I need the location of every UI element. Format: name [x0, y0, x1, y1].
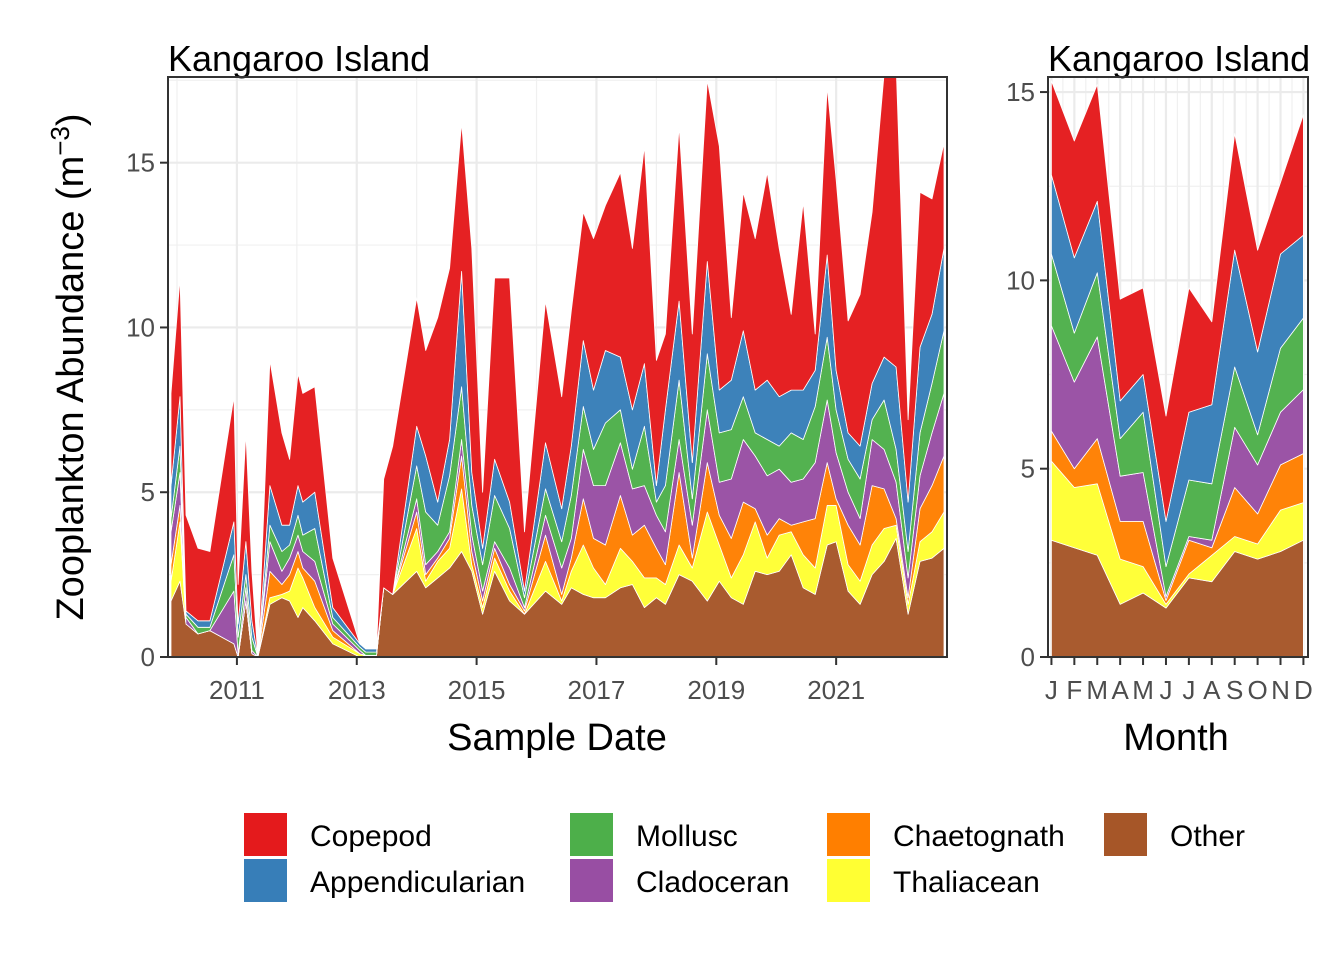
x-tick-label: J	[1045, 675, 1058, 705]
legend-label-thaliacean: Thaliacean	[893, 866, 1040, 899]
legend-swatch-other	[1104, 813, 1147, 856]
legend-swatch-appendicularian	[244, 859, 287, 902]
y-axis-title: Zooplankton Abundance (m−3)	[45, 113, 92, 620]
legend-swatch-mollusc	[570, 813, 613, 856]
legend-label-copepod: Copepod	[310, 820, 432, 853]
x-tick-label: O	[1247, 675, 1267, 705]
month-panel-areas	[1051, 80, 1304, 657]
x-tick-label: 2013	[328, 675, 386, 705]
x-tick-label: 2019	[687, 675, 745, 705]
area-copepod	[1051, 80, 1304, 522]
y-tick-label: 15	[126, 148, 155, 178]
legend-swatch-chaetognath	[827, 813, 870, 856]
x-tick-label: 2017	[568, 675, 626, 705]
main-panel-title: Kangaroo Island	[168, 38, 430, 79]
y-tick-label: 10	[126, 312, 155, 342]
x-tick-label: D	[1294, 675, 1313, 705]
y-axis-title-main: Zooplankton Abundance (m	[50, 156, 92, 621]
x-tick-label: 2011	[209, 675, 265, 705]
legend-swatch-thaliacean	[827, 859, 870, 902]
y-tick-label: 0	[1021, 642, 1035, 672]
x-tick-label: M	[1132, 675, 1154, 705]
month-panel-title: Kangaroo Island	[1048, 38, 1310, 79]
x-tick-label: A	[1111, 675, 1129, 705]
y-tick-label: 5	[1021, 454, 1035, 484]
area-copepod	[170, 77, 945, 657]
y-axis-title-sup: −3	[45, 126, 75, 156]
legend-swatch-copepod	[244, 813, 287, 856]
y-tick-label: 0	[141, 642, 155, 672]
x-tick-label: A	[1203, 675, 1221, 705]
x-tick-label: 2021	[807, 675, 865, 705]
x-tick-label: M	[1086, 675, 1108, 705]
legend: Copepod Appendicularian Mollusc Cladoceran C…	[244, 813, 1245, 902]
main-panel-x-title: Sample Date	[447, 717, 667, 759]
y-tick-label: 10	[1006, 265, 1035, 295]
x-tick-label: F	[1066, 675, 1082, 705]
month-panel-x-title: Month	[1123, 717, 1229, 759]
x-tick-label: J	[1159, 675, 1172, 705]
main-panel-axes: 0 5 10 15 2011 2013 2015 2017 2019 2021	[126, 148, 865, 705]
main-panel: Kangaroo Island 0 5 10 15 2011 2013 2015 2017 20…	[126, 38, 948, 759]
y-tick-label: 5	[141, 477, 155, 507]
x-tick-label: J	[1182, 675, 1195, 705]
legend-label-appendicularian: Appendicularian	[310, 866, 525, 899]
legend-label-cladoceran: Cladoceran	[636, 866, 789, 899]
legend-label-mollusc: Mollusc	[636, 820, 738, 853]
main-panel-border	[167, 76, 948, 658]
legend-label-chaetognath: Chaetognath	[893, 820, 1065, 853]
x-tick-label: N	[1271, 675, 1290, 705]
legend-label-other: Other	[1170, 820, 1245, 853]
y-axis-title-close: )	[50, 113, 92, 126]
y-tick-label: 15	[1006, 77, 1035, 107]
x-tick-label: 2015	[448, 675, 506, 705]
main-panel-areas	[170, 77, 945, 657]
x-tick-label: S	[1226, 675, 1243, 705]
month-panel-border	[1047, 76, 1309, 658]
legend-swatch-cladoceran	[570, 859, 613, 902]
